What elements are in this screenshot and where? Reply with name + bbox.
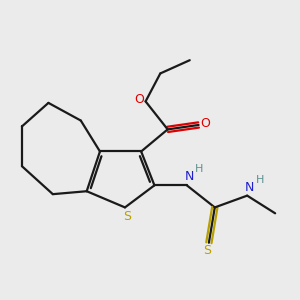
- Text: S: S: [203, 244, 211, 257]
- Text: H: H: [195, 164, 204, 174]
- Text: S: S: [123, 210, 131, 223]
- Text: N: N: [184, 170, 194, 183]
- Text: N: N: [245, 181, 254, 194]
- Text: H: H: [256, 175, 264, 185]
- Text: O: O: [200, 117, 210, 130]
- Text: O: O: [134, 93, 144, 106]
